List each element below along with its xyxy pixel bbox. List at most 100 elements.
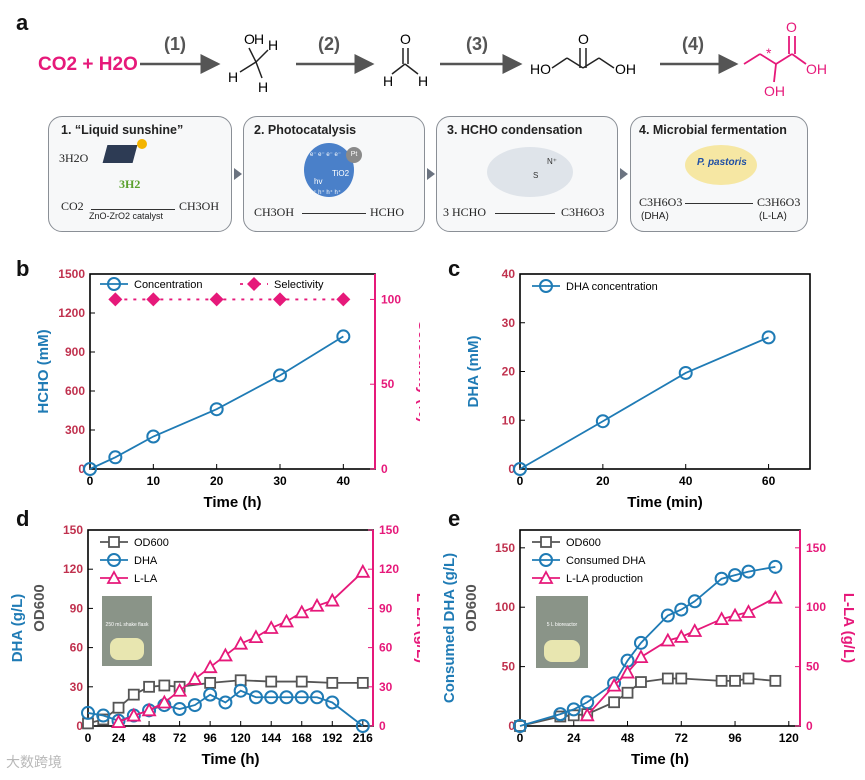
inset-caption: 250 mL shake flask bbox=[106, 622, 149, 628]
x-tick-label: 48 bbox=[621, 731, 635, 745]
y2-tick-label: 90 bbox=[379, 601, 393, 615]
data-point bbox=[678, 365, 693, 380]
x-tick-label: 96 bbox=[203, 731, 217, 745]
data-point bbox=[187, 698, 202, 713]
data-point bbox=[633, 635, 648, 650]
legend-label: L-LA bbox=[134, 573, 158, 585]
y-tick-label: 1500 bbox=[58, 267, 85, 281]
x-tick-label: 20 bbox=[210, 474, 224, 488]
x-tick-label: 72 bbox=[173, 731, 187, 745]
data-point bbox=[553, 707, 568, 722]
legend-label: DHA concentration bbox=[566, 281, 658, 293]
data-point bbox=[761, 330, 776, 345]
svg-text:O: O bbox=[786, 19, 797, 35]
data-point bbox=[742, 672, 755, 685]
svg-text:H: H bbox=[254, 31, 264, 47]
dha-structure: HO O OH bbox=[530, 31, 636, 77]
svg-text:HO: HO bbox=[530, 61, 551, 77]
legend-label: L-LA production bbox=[566, 573, 643, 585]
y-axis-label: DHA (mM) bbox=[465, 336, 482, 408]
x-tick-label: 40 bbox=[337, 474, 351, 488]
data-point bbox=[309, 597, 325, 612]
y-tick-label: 0 bbox=[78, 462, 85, 476]
x-axis-label: Time (h) bbox=[201, 751, 259, 768]
data-point bbox=[146, 292, 161, 307]
data-point bbox=[621, 686, 634, 699]
data-point bbox=[767, 589, 783, 604]
legend-label: Selectivity bbox=[274, 279, 324, 291]
data-point bbox=[673, 629, 689, 643]
data-point bbox=[146, 429, 161, 444]
svg-text:H: H bbox=[383, 73, 393, 89]
panel-label-d: d bbox=[16, 506, 30, 531]
reactants-text: CO2 + H2O bbox=[38, 54, 138, 75]
data-point bbox=[83, 462, 97, 476]
data-point bbox=[741, 564, 756, 579]
data-point bbox=[187, 671, 203, 685]
y-tick-label: 30 bbox=[502, 316, 516, 330]
data-point bbox=[126, 707, 142, 722]
solar-panel-icon bbox=[102, 145, 138, 163]
x-tick-label: 20 bbox=[596, 474, 610, 488]
x-tick-label: 120 bbox=[779, 731, 799, 745]
legend-marker bbox=[107, 277, 121, 291]
x-tick-label: 24 bbox=[567, 731, 581, 745]
legend-label: OD600 bbox=[134, 537, 169, 549]
y-tick-label: 1200 bbox=[58, 306, 85, 320]
data-point bbox=[273, 292, 287, 307]
data-point bbox=[248, 629, 264, 644]
y-tick-label: 150 bbox=[63, 523, 83, 537]
flow-arrow-2 bbox=[427, 168, 435, 180]
y-axis-label: Consumed DHA (g/L) bbox=[441, 553, 458, 703]
svg-text:H: H bbox=[258, 79, 268, 95]
data-point bbox=[769, 674, 782, 687]
data-point bbox=[355, 719, 370, 733]
svg-text:H: H bbox=[418, 73, 428, 89]
data-point bbox=[127, 688, 140, 701]
data-point bbox=[687, 623, 703, 637]
legend-label: OD600 bbox=[566, 537, 601, 549]
x-tick-label: 120 bbox=[231, 731, 251, 745]
box-photocatalysis: 2. Photocatalysis Pt hv TiO2 e⁻ e⁻ e⁻ e⁻… bbox=[243, 116, 425, 232]
data-point bbox=[209, 402, 224, 417]
step-1-label: (1) bbox=[164, 34, 186, 54]
y-tick-label: 40 bbox=[502, 267, 516, 281]
y-tick-label: 20 bbox=[502, 365, 516, 379]
data-point bbox=[273, 368, 287, 383]
panel-label-c: c bbox=[448, 256, 461, 281]
y-tick-label: 0 bbox=[508, 719, 515, 733]
svg-text:H: H bbox=[268, 37, 278, 53]
y2-axis-label: L-LA (g/L) bbox=[413, 593, 420, 663]
legend-label: Consumed DHA bbox=[566, 555, 646, 567]
data-point bbox=[209, 292, 224, 307]
data-point bbox=[324, 592, 340, 607]
data-point bbox=[233, 683, 248, 698]
y-tick-label: 0 bbox=[76, 719, 83, 733]
sun-icon bbox=[137, 139, 147, 149]
data-point bbox=[111, 714, 127, 728]
inset-caption: 5 L bioreactor bbox=[547, 622, 578, 628]
svg-text:OH: OH bbox=[615, 61, 636, 77]
legend-marker bbox=[108, 536, 120, 548]
lactic-acid-structure: O OH OH * bbox=[743, 19, 827, 99]
data-point bbox=[660, 632, 676, 647]
data-point bbox=[513, 462, 527, 476]
y-tick-label: 300 bbox=[65, 423, 85, 437]
legend-marker bbox=[106, 570, 122, 584]
data-point bbox=[108, 450, 123, 465]
data-point bbox=[729, 674, 741, 687]
data-point bbox=[217, 647, 233, 662]
y-tick-label: 90 bbox=[70, 601, 84, 615]
y2-tick-label: 60 bbox=[379, 641, 393, 655]
series-line-1 bbox=[519, 565, 776, 727]
y-tick-label: 0 bbox=[508, 462, 515, 476]
step-4-label: (4) bbox=[682, 34, 704, 54]
legend-marker bbox=[539, 279, 553, 293]
y-axis-label: DHA (g/L) bbox=[9, 594, 26, 663]
x-tick-label: 60 bbox=[762, 474, 776, 488]
series-line-2 bbox=[118, 571, 364, 723]
y2-tick-label: 120 bbox=[379, 562, 399, 576]
y-tick-label: 100 bbox=[495, 600, 515, 614]
x-tick-label: 0 bbox=[517, 474, 524, 488]
panel-label-b: b bbox=[16, 256, 30, 281]
